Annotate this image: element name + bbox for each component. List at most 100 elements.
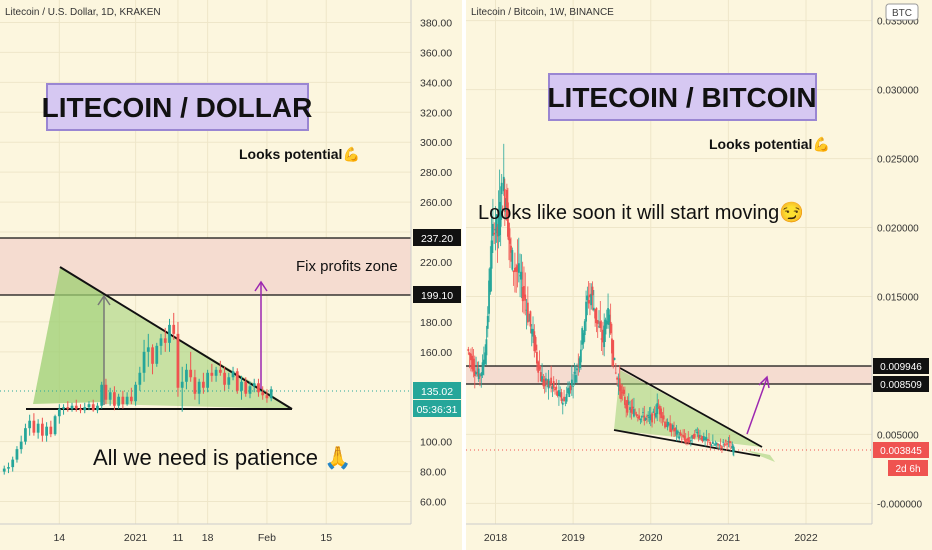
left-note-patience: All we need is patience 🙏 — [93, 445, 352, 470]
right-label-upper: 0.009946 — [880, 362, 922, 373]
left-candle-body — [87, 404, 91, 408]
right-candle-body — [702, 436, 705, 441]
right-candle-body — [730, 447, 732, 449]
right-label-current: 0.003845 — [880, 446, 922, 457]
wedge-top-line — [619, 367, 763, 448]
right-candle-body — [664, 421, 666, 428]
right-x-tick-label: 2022 — [794, 532, 818, 544]
right-candle-body — [631, 406, 634, 409]
wedge-fill — [614, 370, 762, 447]
right-x-tick-label: 2021 — [717, 532, 741, 544]
right-candle-body — [485, 339, 488, 356]
right-candle-body — [635, 414, 638, 416]
right-candle-body — [666, 421, 669, 428]
right-candle-body — [560, 392, 563, 401]
left-candle-body — [151, 347, 154, 364]
left-candle-body — [159, 338, 163, 346]
right-candle-body — [526, 302, 529, 323]
left-candles — [2, 312, 273, 475]
left-candle-body — [168, 324, 171, 343]
left-y-tick-label: 360.00 — [420, 47, 452, 59]
right-note-potential: Looks potential💪 — [709, 136, 830, 153]
resistance-zone — [466, 366, 872, 384]
right-candle-body — [586, 295, 589, 301]
right-candle-body — [503, 189, 506, 212]
right-candle-body — [500, 182, 503, 195]
right-candle-body — [727, 441, 730, 442]
right-candle-body — [468, 353, 471, 356]
right-candle-body — [573, 371, 576, 374]
left-label-upper: 237.20 — [421, 233, 453, 245]
left-candle-body — [155, 345, 159, 364]
left-chart-header: Litecoin / U.S. Dollar, 1D, KRAKEN — [5, 7, 161, 18]
left-candle-body — [104, 384, 108, 400]
left-x-tick-label: 11 — [173, 532, 184, 544]
left-y-tick-label: 260.00 — [420, 197, 452, 209]
right-candle-body — [548, 385, 551, 387]
right-candle-body — [598, 326, 600, 328]
right-candle-body — [537, 361, 540, 373]
right-candle-body — [511, 250, 514, 270]
right-candle-body — [640, 416, 643, 418]
right-candle-body — [689, 440, 692, 441]
right-candle-body — [731, 446, 734, 449]
right-y-tick-label: 0.025000 — [877, 155, 919, 166]
right-candle-body — [536, 351, 538, 364]
left-candle-body — [36, 423, 40, 433]
right-candle-body — [674, 428, 677, 431]
right-candle-body — [533, 331, 536, 352]
currency-badge-bg[interactable] — [885, 3, 919, 21]
right-candle-body — [569, 385, 572, 391]
right-candle-body — [671, 425, 674, 430]
left-candle-body — [11, 459, 15, 468]
right-y-tick-label: 0.030000 — [877, 86, 919, 97]
right-candle-body — [658, 405, 661, 415]
panel-separator — [462, 0, 466, 550]
right-candle-body — [470, 353, 472, 361]
left-candle-body — [125, 396, 129, 405]
right-candle-body — [472, 358, 475, 371]
left-y-tick-label: 300.00 — [420, 137, 452, 149]
left-x-tick-label: 18 — [202, 532, 214, 544]
right-candle-body — [488, 280, 490, 314]
right-candle-body — [688, 440, 691, 443]
right-candle-body — [590, 293, 593, 306]
left-label-countdown-bg — [413, 400, 461, 417]
right-candle-body — [660, 408, 663, 419]
right-candle-body — [480, 373, 483, 376]
right-candle-body — [476, 372, 479, 374]
right-candle-body — [642, 412, 644, 413]
left-y-tick-label: 220.00 — [420, 257, 452, 269]
right-candle-body — [613, 357, 616, 361]
left-candle-body — [53, 416, 57, 435]
right-candle-body — [706, 439, 709, 441]
right-label-lower-bg — [873, 376, 929, 392]
right-candle-body — [555, 386, 558, 390]
right-candle-body — [670, 428, 673, 432]
right-candle-body — [574, 375, 577, 383]
right-candle-body — [623, 396, 626, 405]
right-candle-body — [721, 446, 723, 448]
left-y-tick-label: 160.00 — [420, 347, 452, 359]
right-y-tick-label: 0.005000 — [877, 430, 919, 441]
right-chart-header: Litecoin / Bitcoin, 1W, BINANCE — [471, 7, 614, 18]
right-candle-body — [719, 445, 722, 446]
right-candle-body — [517, 263, 520, 273]
left-candle-body — [57, 408, 61, 417]
left-candle-body — [83, 407, 87, 411]
right-candle-body — [726, 443, 728, 445]
right-candle-body — [600, 338, 603, 340]
right-candle-body — [715, 442, 718, 445]
right-candle-body — [627, 402, 630, 404]
left-candle-body — [223, 372, 226, 385]
right-candles — [467, 143, 735, 457]
right-candle-body — [501, 208, 504, 210]
right-candle-body — [477, 368, 480, 380]
left-candle-body — [214, 369, 218, 376]
right-candle-body — [618, 378, 621, 392]
right-candle-body — [700, 437, 703, 440]
left-candle-body — [129, 396, 133, 402]
left-candle-body — [24, 428, 27, 442]
left-title-text: LITECOIN / DOLLAR — [42, 92, 313, 123]
